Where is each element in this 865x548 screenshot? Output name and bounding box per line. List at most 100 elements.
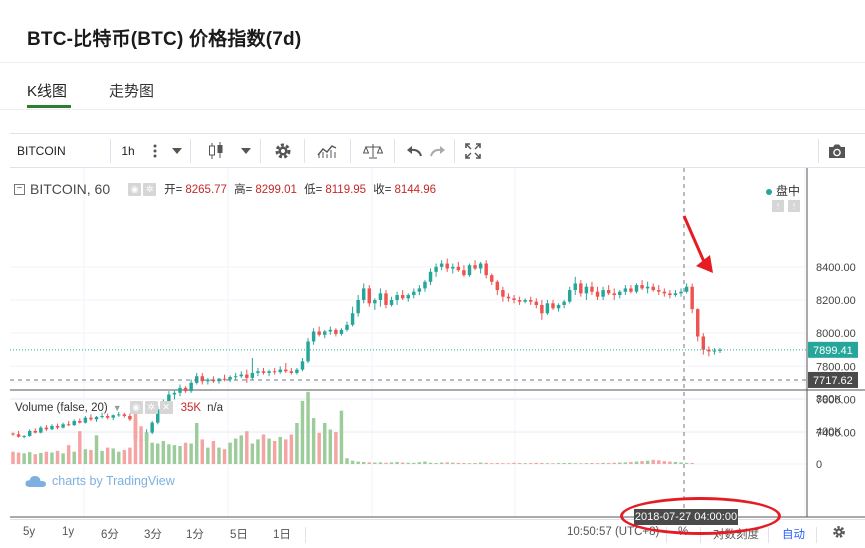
percent-scale-toggle[interactable]: % (678, 526, 689, 538)
candle-body (72, 420, 76, 426)
candle-body (451, 266, 455, 269)
candle-body (640, 285, 644, 289)
volume-bar (540, 463, 544, 464)
candle-body (284, 369, 288, 372)
collapse-icon[interactable]: − (14, 183, 25, 195)
volume-bar (183, 442, 188, 464)
volume-bar (679, 462, 683, 464)
candle-body (172, 392, 177, 395)
candle-body (490, 275, 494, 282)
tradingview-watermark[interactable]: charts by TradingView (24, 473, 175, 489)
range-6m[interactable]: 6分 (101, 529, 119, 541)
tab-trend[interactable]: 走势图 (109, 83, 155, 100)
fullscreen-icon[interactable] (460, 134, 486, 167)
dropdown-caret-icon[interactable] (236, 134, 256, 167)
volume-bar (133, 411, 138, 464)
range-5y[interactable]: 5y (23, 526, 36, 538)
redo-icon[interactable] (426, 134, 450, 167)
volume-bar (100, 450, 104, 464)
volume-bar (673, 461, 678, 464)
volume-bar (211, 441, 216, 464)
symbol-search[interactable]: BITCOIN (17, 143, 66, 158)
volume-bar (451, 462, 455, 464)
chevron-down-icon[interactable]: ▼ (112, 402, 122, 413)
eye-icon[interactable]: ◉ (128, 182, 142, 196)
tab-kline[interactable]: K线图 (27, 83, 68, 100)
range-3m[interactable]: 3分 (144, 529, 162, 541)
eye-icon[interactable]: ◉ (129, 401, 143, 414)
candle-body (428, 271, 433, 282)
candle-body (50, 425, 54, 430)
range-1m[interactable]: 1分 (186, 529, 204, 541)
compare-icon[interactable] (358, 134, 388, 167)
clock[interactable]: 10:50:57 (UTC+8) (567, 526, 660, 538)
active-tab-indicator (27, 105, 71, 108)
settings-small-icon[interactable]: ✲ (144, 401, 158, 414)
candles-icon[interactable] (202, 134, 230, 167)
candle-body (623, 288, 628, 292)
camera-icon[interactable] (822, 134, 852, 167)
annotation-arrowhead-icon (696, 255, 713, 273)
interval-button[interactable]: 1h (121, 143, 135, 158)
volume-bar (690, 463, 694, 464)
volume-bar (55, 450, 60, 464)
pin-icon[interactable]: ! (788, 200, 800, 212)
candle-body (629, 288, 633, 292)
volume-bar (378, 462, 383, 464)
volume-bar (623, 462, 628, 464)
gear-icon[interactable] (268, 134, 298, 167)
toolbar-divider (454, 139, 455, 163)
open-value: 8265.77 (185, 184, 227, 196)
candle-body (439, 263, 444, 267)
close-icon[interactable]: ✕ (159, 401, 173, 414)
pin-icon[interactable]: ! (772, 200, 784, 212)
candle-body (417, 288, 422, 292)
volume-ma-value: n/a (207, 401, 224, 414)
dropdown-caret-icon[interactable] (167, 134, 187, 167)
candle-body (590, 286, 594, 292)
price-tick-label: 7800.00 (816, 361, 856, 373)
volume-bar (373, 462, 377, 464)
volume-bar (256, 439, 260, 464)
candle-body (545, 303, 550, 314)
log-scale-toggle[interactable]: 对数刻度 (713, 529, 759, 541)
undo-icon[interactable] (402, 134, 426, 167)
chart-toolbar: BITCOIN 1h (10, 134, 865, 168)
candle-body (412, 291, 416, 296)
candle-body (22, 435, 26, 437)
candle-body (267, 371, 271, 373)
candle-body (645, 286, 650, 289)
candle-body (328, 329, 333, 332)
close-value: 8144.96 (394, 184, 437, 196)
indicators-icon[interactable] (310, 134, 344, 167)
candle-body (395, 295, 399, 300)
candle-body (367, 288, 372, 304)
volume-bar (412, 462, 416, 464)
auto-scale-toggle[interactable]: 自动 (782, 529, 805, 541)
volume-bar (601, 462, 605, 464)
candle-body (512, 298, 516, 300)
range-1y[interactable]: 1y (62, 526, 75, 538)
volume-bar (61, 453, 65, 464)
volume-bar (528, 463, 533, 464)
candle-body (579, 283, 583, 294)
candle-body (150, 422, 154, 433)
range-5d[interactable]: 5日 (230, 529, 248, 541)
volume-bar (501, 463, 505, 464)
volume-bar (350, 460, 355, 464)
price-chart-svg[interactable]: 8400.00 8200.00 8000.00 7800.00 7600.00 7400.… (10, 168, 865, 548)
settings-small-icon[interactable]: ✲ (143, 182, 157, 196)
volume-bar (295, 423, 299, 464)
chart-plot-area[interactable]: 8400.00 8200.00 8000.00 7800.00 7600.00 7400.… (10, 168, 865, 548)
volume-bar (250, 443, 255, 464)
volume-bar (495, 463, 500, 464)
tabs-divider (0, 109, 865, 110)
gear-icon[interactable] (832, 525, 846, 542)
candle-body (61, 424, 65, 428)
volume-bar (545, 463, 550, 464)
candle-body (423, 281, 427, 289)
candle-body (462, 270, 466, 276)
volume-bar (651, 459, 655, 464)
more-vertical-icon[interactable] (147, 134, 163, 167)
range-1d[interactable]: 1日 (273, 529, 291, 541)
